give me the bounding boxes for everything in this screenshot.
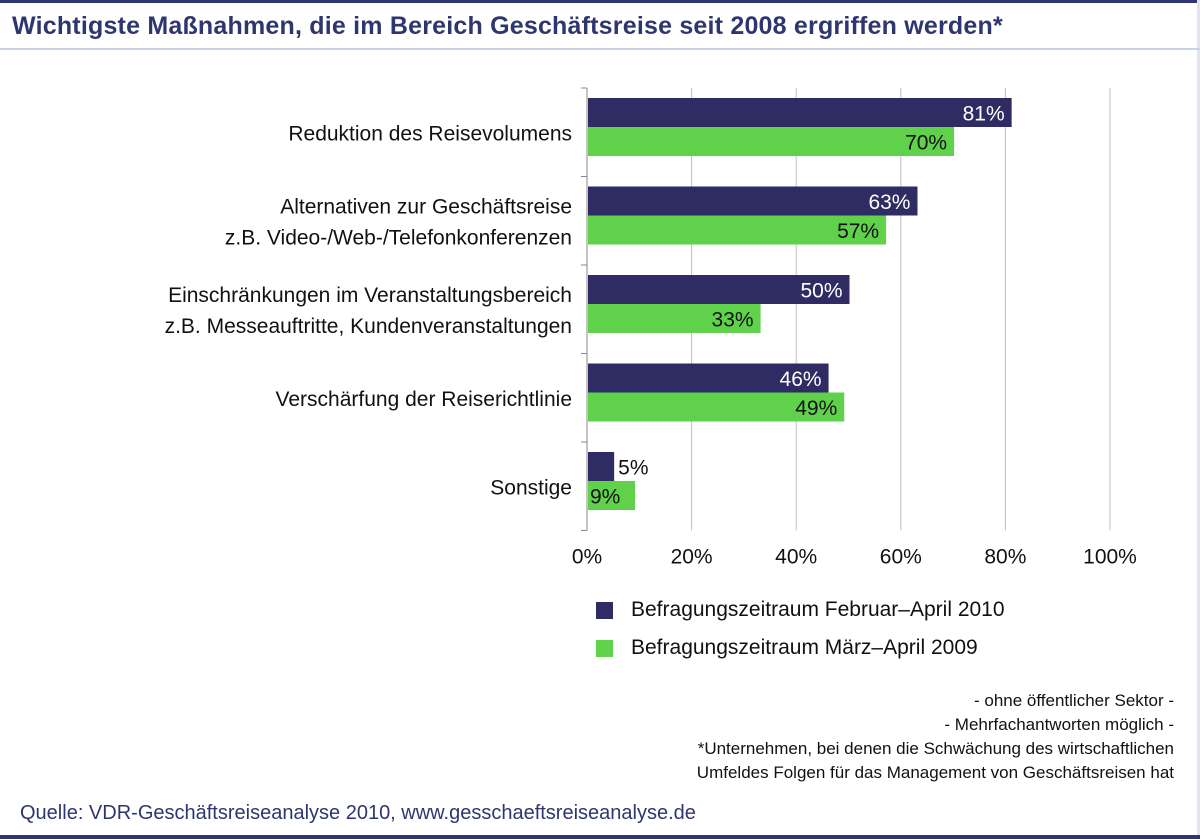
x-tick-label: 100% [1083,546,1137,569]
category-label: Verschärfung der Reiserichtlinie [276,388,572,411]
legend-item-2010: Befragungszeitraum Februar–April 2010 [596,598,1005,622]
bar-2009 [588,127,955,156]
category-label: Sonstige [490,476,572,499]
category-label: z.B. Video-/Web-/Telefonkonferenzen [225,226,572,249]
legend-item-2009: Befragungszeitraum März–April 2009 [596,636,978,660]
data-label: 5% [618,457,648,480]
category-label: Reduktion des Reisevolumens [288,122,572,145]
legend-label-2010: Befragungszeitraum Februar–April 2010 [631,598,1005,621]
data-label: 46% [780,368,822,391]
bar-2010 [588,98,1012,127]
top-border [0,0,1200,3]
category-label: Alternativen zur Geschäftsreise [280,195,572,218]
chart-title: Wichtigste Maßnahmen, die im Bereich Ges… [12,12,1003,40]
x-tick-label: 20% [671,546,713,569]
right-border [1197,0,1200,839]
bottom-border [0,835,1200,839]
x-tick-label: 40% [775,546,817,569]
bar-2009 [588,304,761,333]
bar-2009 [588,392,845,422]
note-line: - ohne öffentlicher Sektor - [973,691,1174,710]
data-label: 50% [800,280,842,303]
bar-chart: 0% 20% 40% 60% 80% 100% Reduktion des Reisevol… [165,87,1137,569]
bar-2009 [588,481,636,510]
legend-swatch-2009 [596,639,613,657]
bar-2010 [588,186,918,216]
title-divider [0,48,1200,50]
data-label: 63% [868,191,910,214]
data-label: 33% [712,309,754,332]
bar-2010 [588,275,850,304]
bar-2010 [588,452,615,481]
category-label: Einschränkungen im Veranstaltungsbereich [168,284,572,307]
data-label: 81% [963,103,1005,126]
legend-swatch-2010 [596,601,613,619]
x-tick-label: 0% [572,546,602,569]
data-label: 49% [795,397,837,420]
bar-2010 [588,363,829,393]
legend-label-2009: Befragungszeitraum März–April 2009 [631,636,978,659]
data-label: 70% [905,132,947,155]
note-line: Umfeldes Folgen für das Management von G… [696,763,1174,782]
footnotes: - ohne öffentlicher Sektor - - Mehrfacha… [697,689,1174,785]
data-label: 9% [590,486,620,509]
category-label: z.B. Messeauftritte, Kundenveranstaltung… [165,315,572,338]
data-label: 57% [837,220,879,243]
bar-2009 [588,215,887,245]
x-tick-label: 60% [880,546,922,569]
source-line: Quelle: VDR-Geschäftsreiseanalyse 2010, … [20,802,696,824]
x-tick-label: 80% [984,546,1026,569]
note-line: - Mehrfachantworten möglich - [944,715,1174,734]
note-line: *Unternehmen, bei denen die Schwächung d… [697,739,1174,758]
